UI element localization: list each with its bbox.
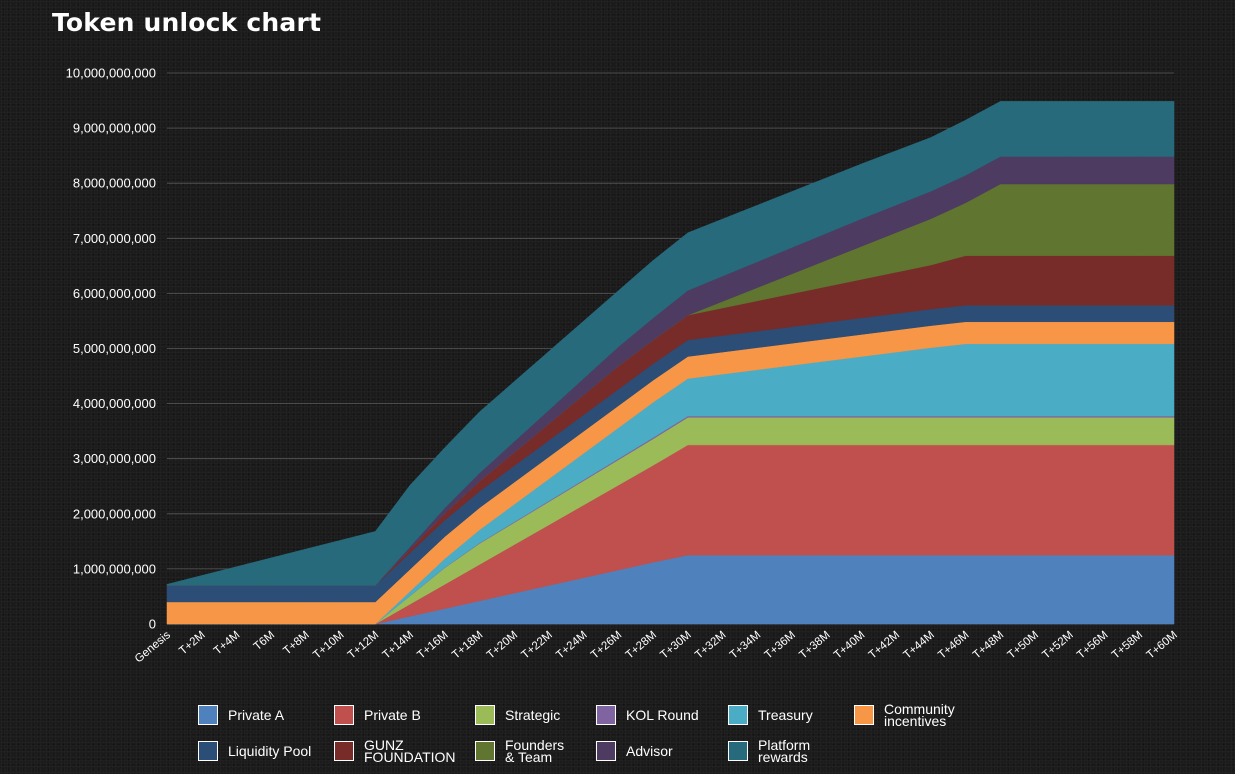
- x-tick-label: T+18M: [450, 629, 485, 661]
- x-tick-label: T6M: [252, 629, 277, 653]
- y-tick-label: 5,000,000,000: [73, 341, 156, 356]
- x-tick-label: T+8M: [281, 629, 311, 657]
- legend-label: GUNZ FOUNDATION: [364, 737, 456, 765]
- legend-label: Founders & Team: [505, 737, 565, 765]
- x-tick-label: T+24M: [554, 629, 589, 661]
- x-tick-label: T+56M: [1075, 629, 1110, 661]
- y-tick-label: 8,000,000,000: [73, 176, 156, 191]
- legend-label: Community incentives: [884, 701, 955, 729]
- legend-item-private-b: Private B: [334, 704, 421, 726]
- x-tick-label: T+48M: [971, 629, 1006, 661]
- y-axis-ticks: 0 1,000,000,000 2,000,000,000 3,000,000,000…: [66, 66, 156, 632]
- legend-swatch: [728, 705, 748, 725]
- y-tick-label: 2,000,000,000: [73, 506, 156, 521]
- legend-item-founders-team: Founders & Team: [475, 737, 565, 765]
- legend-label: Private B: [364, 707, 421, 723]
- legend-label: KOL Round: [626, 707, 699, 723]
- legend-item-strategic: Strategic: [475, 704, 560, 726]
- token-unlock-chart: 0 1,000,000,000 2,000,000,000 3,000,000,000…: [66, 66, 1180, 666]
- legend-swatch: [198, 741, 218, 761]
- legend-label: Platform rewards: [758, 737, 811, 765]
- y-tick-label: 10,000,000,000: [66, 66, 156, 81]
- x-tick-label: T+46M: [936, 629, 971, 661]
- x-tick-label: T+4M: [212, 629, 242, 657]
- y-tick-label: 3,000,000,000: [73, 451, 156, 466]
- x-tick-label: T+26M: [589, 629, 624, 661]
- legend-label: Advisor: [626, 743, 673, 759]
- legend-swatch: [334, 741, 354, 761]
- x-tick-label: T+60M: [1145, 629, 1180, 661]
- legend-swatch: [728, 741, 748, 761]
- x-tick-label: T+10M: [311, 629, 346, 661]
- x-tick-label: T+38M: [797, 629, 832, 661]
- legend-item-advisor: Advisor: [596, 740, 673, 762]
- legend-label: Strategic: [505, 707, 561, 723]
- y-tick-label: 6,000,000,000: [73, 286, 156, 301]
- x-tick-label: T+58M: [1110, 629, 1145, 661]
- legend-item-treasury: Treasury: [728, 704, 813, 726]
- legend-swatch: [198, 705, 218, 725]
- legend-swatch: [475, 741, 495, 761]
- x-axis-ticks: Genesis T+2M T+4M T6M T+8M T+10M T+12M T+14M T+1…: [133, 629, 1180, 665]
- y-tick-label: 9,000,000,000: [73, 121, 156, 136]
- legend-item-platform-rewards: Platform rewards: [728, 737, 811, 765]
- x-tick-label: T+36M: [763, 629, 798, 661]
- legend-swatch: [596, 741, 616, 761]
- x-tick-label: T+20M: [485, 629, 520, 661]
- x-tick-label: T+12M: [346, 629, 381, 661]
- chart-title: Token unlock chart: [52, 8, 322, 37]
- x-tick-label: T+22M: [520, 629, 555, 661]
- legend-item-gunz-foundation: GUNZ FOUNDATION: [334, 737, 456, 765]
- x-tick-label: T+14M: [381, 629, 416, 661]
- y-tick-label: 1,000,000,000: [73, 561, 156, 576]
- x-tick-label: Genesis: [133, 629, 173, 665]
- legend-label: Treasury: [758, 707, 813, 723]
- legend-label: Liquidity Pool: [228, 743, 312, 759]
- y-tick-label: 7,000,000,000: [73, 231, 156, 246]
- stacked-areas: [166, 101, 1175, 625]
- x-tick-label: T+28M: [624, 629, 659, 661]
- legend-item-kol-round: KOL Round: [596, 704, 699, 726]
- x-tick-label: T+32M: [693, 629, 728, 661]
- x-tick-label: T+50M: [1006, 629, 1041, 661]
- x-tick-label: T+40M: [832, 629, 867, 661]
- x-tick-label: T+44M: [901, 629, 936, 661]
- legend-item-private-a: Private A: [198, 704, 284, 726]
- legend-swatch: [596, 705, 616, 725]
- legend-item-community-incentives: Community incentives: [854, 701, 955, 729]
- x-tick-label: T+30M: [658, 629, 693, 661]
- x-tick-label: T+42M: [867, 629, 902, 661]
- y-tick-label: 0: [149, 617, 156, 632]
- area-platform-rewards: [166, 101, 1175, 586]
- x-tick-label: T+52M: [1040, 629, 1075, 661]
- x-tick-label: T+2M: [177, 629, 207, 657]
- legend-swatch: [334, 705, 354, 725]
- y-tick-label: 4,000,000,000: [73, 396, 156, 411]
- legend-item-liquidity-pool: Liquidity Pool: [198, 740, 311, 762]
- legend-swatch: [475, 705, 495, 725]
- legend-label: Private A: [228, 707, 285, 723]
- x-tick-label: T+16M: [415, 629, 450, 661]
- x-tick-label: T+34M: [728, 629, 763, 661]
- legend-swatch: [854, 705, 874, 725]
